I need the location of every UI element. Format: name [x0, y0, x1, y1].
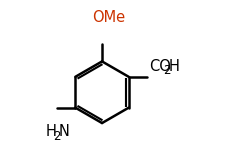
Text: CO: CO	[149, 59, 171, 74]
Text: OMe: OMe	[92, 10, 125, 25]
Text: H: H	[169, 59, 179, 74]
Text: 2: 2	[163, 64, 171, 77]
Text: H: H	[46, 124, 57, 139]
Text: N: N	[59, 124, 69, 139]
Text: 2: 2	[53, 130, 61, 143]
